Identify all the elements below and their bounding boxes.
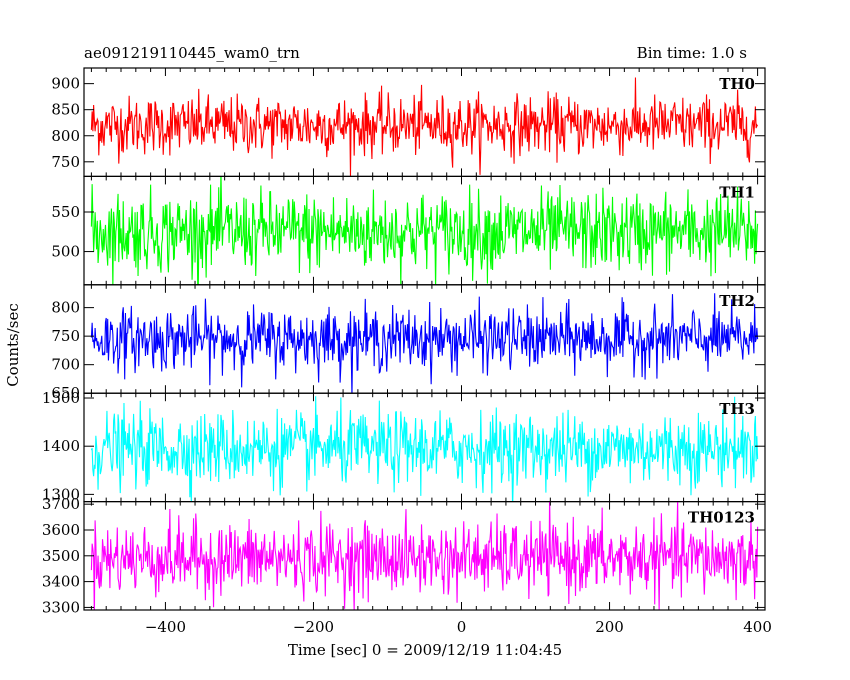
chart-title: ae091219110445_wam0_trn [84, 44, 300, 62]
y-tick-label: 750 [51, 153, 80, 171]
y-tick-label: 750 [51, 327, 80, 345]
y-tick-label: 3600 [42, 521, 80, 539]
panel-label-th0123: TH0123 [688, 509, 755, 527]
y-tick-label: 3500 [42, 547, 80, 565]
y-tick-label: 500 [51, 243, 80, 261]
x-tick-label: 200 [595, 618, 624, 636]
y-tick-label: 650 [51, 384, 80, 402]
bin-time-label: Bin time: 1.0 s [636, 44, 747, 62]
x-tick-label: −400 [145, 618, 186, 636]
series-th3 [90, 396, 759, 502]
x-tick-label: 0 [457, 618, 467, 636]
series-th2 [90, 293, 759, 394]
y-tick-label: 700 [51, 356, 80, 374]
y-tick-label: 550 [51, 203, 80, 221]
panel-label-th3: TH3 [719, 400, 755, 418]
y-tick-label: 1300 [42, 485, 80, 503]
y-tick-label: 850 [51, 101, 80, 119]
y-tick-label: 3300 [42, 598, 80, 616]
panel-label-th1: TH1 [719, 183, 755, 201]
y-tick-label: 900 [51, 75, 80, 93]
series-th0123 [90, 501, 759, 611]
y-tick-label: 800 [51, 299, 80, 317]
y-tick-label: 1500 [42, 389, 80, 407]
y-axis-label: Counts/sec [4, 303, 22, 387]
series-th1 [90, 176, 759, 285]
x-axis-label: Time [sec] 0 = 2009/12/19 11:04:45 [288, 641, 562, 659]
y-tick-label: 800 [51, 127, 80, 145]
series-th0 [90, 77, 759, 177]
y-tick-label: 3700 [42, 495, 80, 513]
panel-label-th2: TH2 [719, 292, 755, 310]
y-tick-label: 3400 [42, 573, 80, 591]
y-tick-label: 1400 [42, 437, 80, 455]
panel-label-th0: TH0 [719, 75, 755, 93]
x-tick-label: 400 [743, 618, 772, 636]
x-tick-label: −200 [293, 618, 334, 636]
